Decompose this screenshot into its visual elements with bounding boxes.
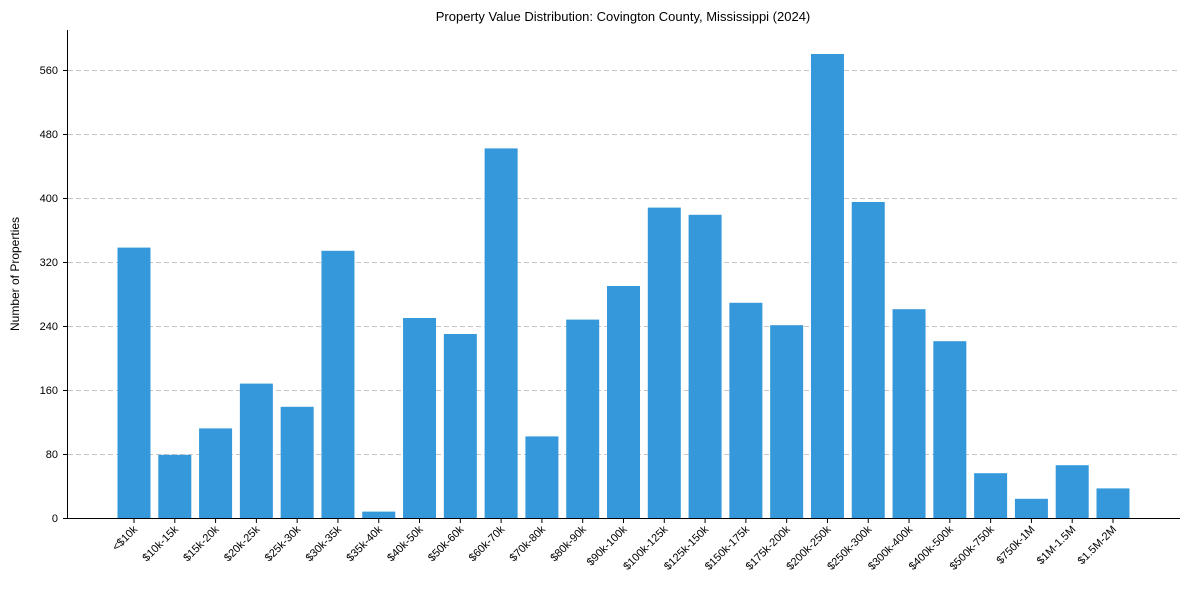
bar: [647, 207, 681, 518]
x-tick-label: $25k-30k: [263, 523, 304, 564]
bar: [525, 436, 559, 518]
y-tick-label: 0: [52, 513, 58, 525]
bar: [729, 302, 763, 518]
bar: [566, 319, 600, 518]
y-tick-label: 560: [40, 65, 58, 77]
y-axis-label: Number of Properties: [8, 217, 22, 331]
bar: [851, 202, 885, 518]
bar: [974, 473, 1008, 518]
y-tick-label: 240: [40, 321, 58, 333]
x-tick-label: $70k-80k: [508, 523, 549, 564]
y-tick-label: 160: [40, 385, 58, 397]
x-tick-label: $1.5M-2M: [1076, 524, 1120, 568]
bar: [933, 341, 967, 518]
bar: [688, 214, 722, 519]
y-tick-label: 80: [46, 449, 58, 461]
x-tick-label: $10k-15k: [140, 523, 181, 564]
bar: [770, 325, 804, 518]
x-tick-label: $30k-35k: [304, 523, 345, 564]
x-tick-label: $35k-40k: [344, 523, 385, 564]
x-tick-label: $50k-60k: [426, 523, 467, 564]
y-tick-label: 400: [40, 193, 58, 205]
x-tick-label: $500k-750k: [948, 523, 997, 572]
bar: [403, 318, 437, 518]
bar: [362, 511, 396, 518]
bar: [239, 383, 273, 518]
bar: [321, 250, 355, 519]
x-tick-label: $1M-1.5M: [1035, 524, 1079, 568]
x-tick-label: $20k-25k: [222, 523, 263, 564]
x-tick-label: $15k-20k: [181, 523, 222, 564]
x-tick-label: $750k-1M: [994, 524, 1037, 567]
y-tick-label: 320: [40, 257, 58, 269]
bar: [443, 334, 477, 518]
bar: [280, 406, 314, 518]
x-tick-label: $60k-70k: [467, 523, 508, 564]
bar: [607, 286, 640, 518]
chart-title: Property Value Distribution: Covington C…: [436, 9, 811, 24]
bar: [892, 309, 926, 518]
x-tick-label: <$10k: [110, 523, 140, 553]
bar: [484, 148, 518, 518]
bar: [199, 428, 233, 518]
bar: [810, 54, 844, 518]
bar: [117, 247, 151, 518]
bar: [1055, 465, 1089, 518]
x-tick-label: $40k-50k: [385, 523, 426, 564]
bar: [1014, 498, 1048, 518]
x-tick-label: $80k-90k: [548, 523, 589, 564]
y-tick-label: 480: [40, 129, 58, 141]
bar: [1096, 488, 1130, 518]
bar: [158, 454, 192, 518]
